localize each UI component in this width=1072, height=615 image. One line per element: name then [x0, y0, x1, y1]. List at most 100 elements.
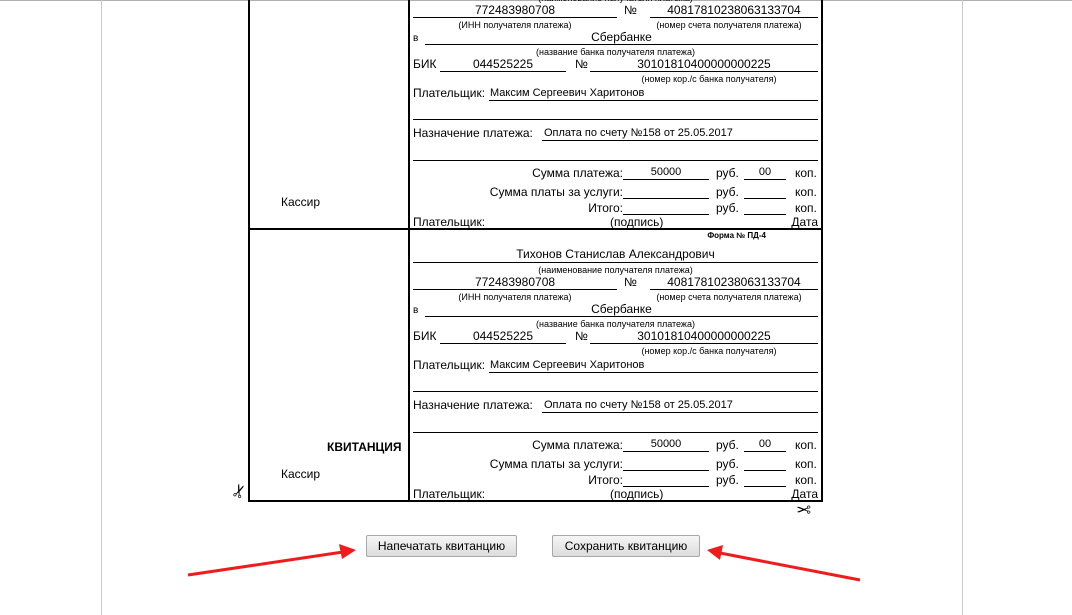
- corr-caption: (номер кор./с банка получателя): [641, 74, 777, 84]
- purpose-label: Назначение платежа:: [413, 398, 533, 412]
- payer-value: Максим Сергеевич Харитонов: [490, 87, 645, 99]
- bank-caption: (название банка получателя платежа): [536, 47, 695, 57]
- bik-label: БИК: [413, 57, 437, 71]
- bank-value: Сбербанке: [591, 30, 652, 44]
- number-sign: №: [575, 329, 588, 343]
- recipient-caption: (наименование получателя платежа): [413, 0, 818, 3]
- underline: [623, 198, 709, 199]
- underline: [744, 198, 786, 199]
- page-column-right-border: [962, 0, 963, 615]
- form-section-divider: [248, 228, 823, 230]
- underline: [590, 343, 818, 344]
- kop-label: коп.: [795, 438, 817, 452]
- services-label: Сумма платы за услуги:: [489, 457, 623, 471]
- top-border: [0, 0, 1072, 1]
- underline: [542, 140, 818, 141]
- underline: [489, 100, 818, 101]
- inn-value: 772483980708: [474, 275, 556, 289]
- underline: [650, 289, 818, 290]
- payer-label: Плательщик:: [413, 86, 486, 100]
- signature-line: [491, 228, 609, 229]
- account-caption: (номер счета получателя платежа): [656, 292, 802, 302]
- sum-kop-value: 00: [758, 166, 772, 178]
- arrow-left-shaft: [187, 550, 344, 577]
- rub-label: руб.: [716, 473, 739, 487]
- arrow-right-shaft: [719, 551, 861, 582]
- purpose-value: Оплата по счету №158 от 25.05.2017: [544, 127, 733, 139]
- account-caption: (номер счета получателя платежа): [656, 20, 802, 30]
- signature-line: [491, 500, 609, 501]
- corr-account-value: 30101810400000000225: [637, 57, 771, 71]
- underline: [744, 470, 786, 471]
- sum-rub-value: 50000: [650, 438, 682, 450]
- signature-label: Плательщик:: [413, 487, 486, 501]
- inn-caption: (ИНН получателя платежа): [458, 20, 572, 30]
- underline: [413, 262, 818, 263]
- payer-value: Максим Сергеевич Харитонов: [490, 359, 645, 371]
- total-label: Итого:: [588, 201, 623, 215]
- kop-label: коп.: [795, 473, 817, 487]
- form-frame: [248, 0, 823, 502]
- bik-value: 044525225: [472, 57, 534, 71]
- number-sign: №: [624, 3, 637, 17]
- sum-rub-value: 50000: [650, 166, 682, 178]
- underline: [413, 17, 617, 18]
- underline: [623, 214, 709, 215]
- print-receipt-button[interactable]: Напечатать квитанцию: [366, 535, 517, 557]
- bik-value: 044525225: [472, 329, 534, 343]
- underline: [425, 316, 818, 317]
- rub-label: руб.: [716, 457, 739, 471]
- receipt-title: КВИТАНЦИЯ: [327, 440, 402, 454]
- purpose-label: Назначение платежа:: [413, 126, 533, 140]
- bank-prefix: в: [413, 33, 419, 44]
- rub-label: руб.: [716, 201, 739, 215]
- corr-account-value: 30101810400000000225: [637, 329, 771, 343]
- form-vertical-divider: [408, 0, 410, 501]
- underline: [489, 372, 818, 373]
- form-label: Форма № ПД-4: [707, 231, 766, 240]
- underline: [440, 343, 566, 344]
- date-label: Дата: [791, 487, 818, 501]
- total-label: Итого:: [588, 473, 623, 487]
- underline: [623, 179, 709, 180]
- kop-label: коп.: [795, 166, 817, 180]
- payer-label: Плательщик:: [413, 358, 486, 372]
- rub-label: руб.: [716, 438, 739, 452]
- underline: [413, 289, 617, 290]
- underline: [623, 470, 709, 471]
- account-value: 40817810238063133704: [667, 3, 801, 17]
- account-value: 40817810238063133704: [667, 275, 801, 289]
- underline: [413, 160, 818, 161]
- signature-caption: (подпись): [610, 487, 664, 501]
- corr-caption: (номер кор./с банка получателя): [641, 346, 777, 356]
- bik-label: БИК: [413, 329, 437, 343]
- arrow-left-head: [339, 544, 356, 559]
- underline: [590, 71, 818, 72]
- sum-label: Сумма платежа:: [532, 438, 623, 452]
- underline: [413, 119, 818, 120]
- signature-label: Плательщик:: [413, 215, 486, 229]
- page-column-left-border: [101, 0, 102, 615]
- underline: [744, 486, 786, 487]
- inn-value: 772483980708: [474, 3, 556, 17]
- underline: [650, 17, 818, 18]
- underline: [425, 44, 818, 45]
- kop-label: коп.: [795, 185, 817, 199]
- underline: [413, 432, 818, 433]
- number-sign: №: [575, 57, 588, 71]
- underline: [413, 391, 818, 392]
- underline: [440, 71, 566, 72]
- notice-section: Форма № ПД-4 Тихонов Станислав Александр…: [0, 0, 1072, 229]
- purpose-value: Оплата по счету №158 от 25.05.2017: [544, 399, 733, 411]
- kop-label: коп.: [795, 457, 817, 471]
- rub-label: руб.: [716, 166, 739, 180]
- save-receipt-button[interactable]: Сохранить квитанцию: [552, 535, 700, 557]
- underline: [623, 486, 709, 487]
- arrow-right-head: [707, 545, 723, 560]
- cashier-label: Кассир: [281, 467, 321, 481]
- underline: [744, 214, 786, 215]
- number-sign: №: [624, 275, 637, 289]
- sum-label: Сумма платежа:: [532, 166, 623, 180]
- services-label: Сумма платы за услуги:: [489, 185, 623, 199]
